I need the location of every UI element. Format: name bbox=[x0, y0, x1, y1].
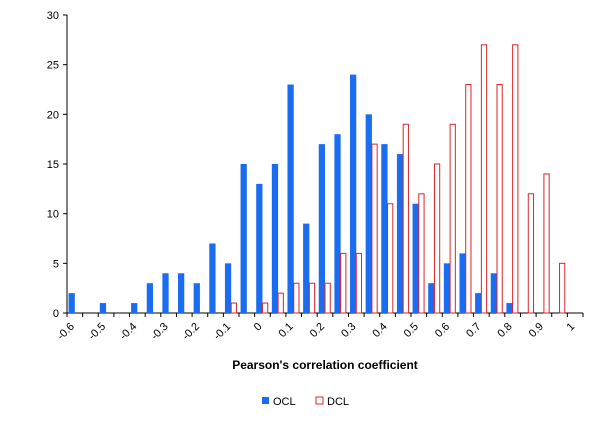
bar bbox=[506, 303, 513, 313]
y-tick-label: 20 bbox=[47, 109, 59, 121]
x-tick-label: -0.1 bbox=[211, 321, 233, 343]
bar bbox=[99, 303, 107, 313]
x-tick-label: -0.5 bbox=[86, 321, 108, 343]
bar bbox=[459, 253, 466, 313]
bar bbox=[303, 223, 310, 313]
bar bbox=[475, 293, 482, 313]
bar bbox=[433, 163, 441, 314]
x-tick-label: -0.3 bbox=[149, 321, 171, 343]
x-tick-label: 0.8 bbox=[495, 321, 514, 340]
bar bbox=[412, 203, 419, 313]
x-tick-label: 0.9 bbox=[527, 321, 546, 340]
bar bbox=[293, 282, 300, 314]
bar bbox=[443, 263, 451, 313]
bar bbox=[387, 203, 394, 314]
bar bbox=[318, 144, 325, 313]
bar bbox=[490, 273, 497, 313]
x-tick-label: 0.5 bbox=[402, 321, 421, 340]
x-tick-label: 0.1 bbox=[277, 321, 296, 340]
bar bbox=[355, 252, 363, 314]
bar bbox=[224, 263, 232, 313]
bar bbox=[381, 144, 388, 313]
bar bbox=[350, 74, 357, 313]
bar bbox=[209, 243, 216, 313]
bar bbox=[193, 283, 200, 313]
bar bbox=[396, 154, 404, 313]
bar bbox=[277, 292, 284, 314]
bar bbox=[543, 173, 550, 314]
y-tick-label: 15 bbox=[47, 159, 59, 171]
y-tick-label: 10 bbox=[47, 209, 59, 221]
x-tick-label: -0.2 bbox=[180, 321, 202, 343]
bar bbox=[496, 84, 503, 314]
bar bbox=[465, 84, 472, 314]
bar bbox=[256, 183, 263, 313]
bar bbox=[261, 302, 269, 314]
bar bbox=[334, 134, 341, 313]
legend-swatch bbox=[262, 397, 269, 404]
x-tick-label: 0 bbox=[252, 321, 265, 334]
x-tick-label: 0.6 bbox=[433, 321, 452, 340]
x-tick-label: -0.4 bbox=[118, 321, 140, 343]
bar bbox=[131, 303, 138, 313]
y-tick-label: 0 bbox=[53, 308, 59, 320]
x-tick-label: 0.4 bbox=[370, 321, 389, 340]
bar bbox=[240, 164, 247, 313]
bar bbox=[449, 123, 456, 314]
x-tick-label: 0.3 bbox=[339, 321, 358, 340]
bar bbox=[480, 44, 488, 314]
y-tick-label: 30 bbox=[47, 10, 59, 22]
bar bbox=[146, 283, 153, 313]
legend-label: OCL bbox=[273, 396, 296, 408]
legend-swatch bbox=[315, 396, 324, 405]
bar bbox=[308, 282, 316, 314]
bar bbox=[162, 273, 169, 313]
bar bbox=[512, 44, 519, 314]
bar bbox=[527, 193, 535, 314]
bar bbox=[371, 143, 378, 314]
x-tick-label: 0.2 bbox=[308, 321, 327, 340]
bar bbox=[271, 164, 279, 313]
bar bbox=[324, 282, 331, 314]
bar bbox=[365, 114, 372, 313]
x-tick-label: -0.6 bbox=[55, 321, 77, 343]
x-tick-label: 0.7 bbox=[464, 321, 483, 340]
bar bbox=[418, 193, 425, 314]
y-tick-label: 25 bbox=[47, 60, 59, 72]
bar bbox=[68, 293, 75, 313]
bar bbox=[230, 302, 237, 314]
bar bbox=[559, 262, 566, 314]
bar bbox=[428, 283, 435, 313]
x-axis-title: Pearson's correlation coefficient bbox=[232, 358, 418, 372]
bar bbox=[402, 123, 409, 314]
bar bbox=[340, 252, 347, 314]
x-tick-label: 1 bbox=[564, 321, 577, 334]
legend-label: DCL bbox=[327, 396, 349, 408]
bar bbox=[178, 273, 185, 313]
y-tick-label: 5 bbox=[53, 258, 59, 270]
bar bbox=[287, 84, 294, 314]
